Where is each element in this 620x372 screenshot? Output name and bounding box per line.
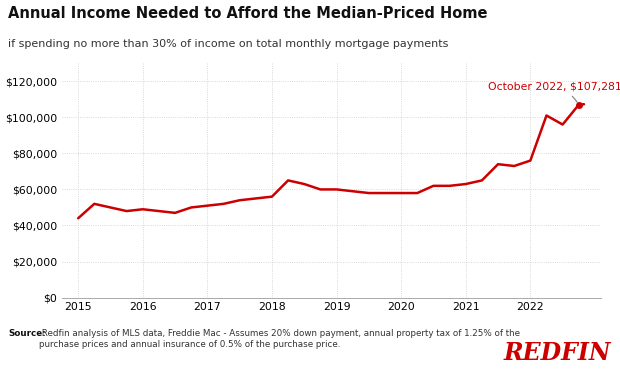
Text: if spending no more than 30% of income on total monthly mortgage payments: if spending no more than 30% of income o… <box>8 39 448 49</box>
Text: Source:: Source: <box>8 329 46 338</box>
Text: REDFIN: REDFIN <box>503 340 611 365</box>
Text: Annual Income Needed to Afford the Median-Priced Home: Annual Income Needed to Afford the Media… <box>8 6 487 20</box>
Text: October 2022, $107,281: October 2022, $107,281 <box>489 82 620 102</box>
Text: Redfin analysis of MLS data, Freddie Mac - Assumes 20% down payment, annual prop: Redfin analysis of MLS data, Freddie Mac… <box>39 329 520 349</box>
